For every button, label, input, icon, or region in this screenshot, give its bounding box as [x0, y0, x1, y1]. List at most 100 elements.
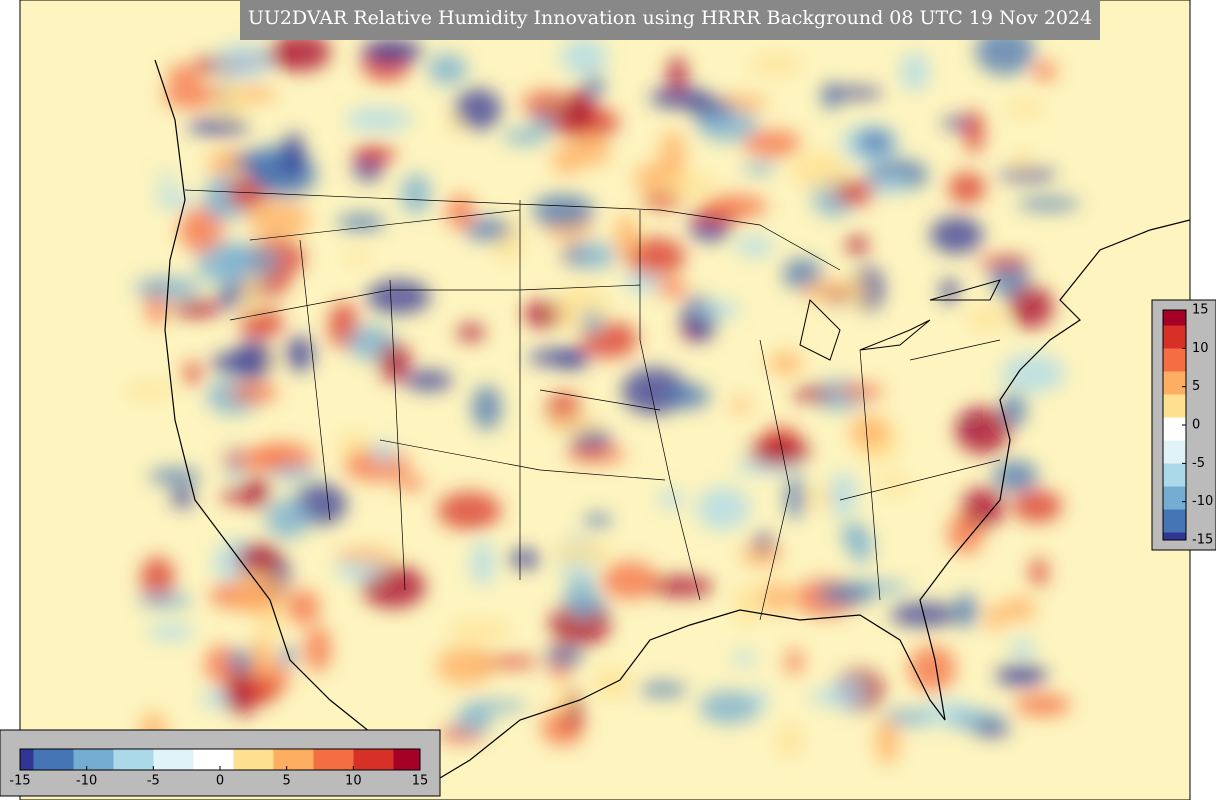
field-patch — [791, 151, 849, 191]
field-patch — [875, 717, 900, 765]
field-patch — [454, 88, 502, 130]
field-patch — [984, 604, 1006, 631]
field-patch — [554, 348, 590, 370]
tick-label: -10 — [1192, 494, 1213, 509]
field-patch — [465, 217, 512, 242]
field-patch — [998, 167, 1056, 181]
field-patch — [463, 700, 528, 713]
field-patch — [229, 382, 278, 404]
field-patch — [584, 513, 611, 529]
field-patch — [233, 339, 272, 380]
field-patch — [751, 55, 803, 75]
field-patch — [403, 370, 453, 391]
field-patch — [446, 194, 475, 230]
field-patch — [664, 172, 715, 198]
field-patch — [699, 690, 759, 725]
field-patch — [228, 649, 255, 674]
field-patch — [733, 584, 760, 625]
field-patch — [246, 679, 279, 704]
field-patch — [337, 213, 386, 232]
field-patch — [221, 450, 290, 468]
field-patch — [639, 682, 688, 697]
field-patch — [743, 129, 801, 158]
field-patch — [647, 576, 714, 597]
field-patch — [696, 486, 750, 531]
field-patch — [930, 216, 984, 254]
field-patch — [1009, 285, 1054, 329]
field-patch — [1009, 639, 1036, 658]
field-patch — [171, 299, 222, 318]
field-patch — [748, 439, 811, 466]
field-patch — [743, 161, 776, 175]
field-patch — [553, 539, 610, 567]
field-patch — [601, 561, 658, 600]
tick-label: 10 — [1192, 341, 1209, 356]
field-patch — [521, 89, 572, 116]
field-patch — [370, 441, 397, 464]
field-patch — [179, 206, 223, 253]
field-patch — [837, 383, 884, 400]
field-patch — [995, 664, 1047, 687]
field-patch — [785, 648, 803, 675]
field-patch — [216, 42, 272, 80]
field-patch — [336, 548, 396, 564]
title-box — [240, 0, 1100, 40]
tick-label: 5 — [283, 774, 291, 789]
field-patch — [785, 475, 806, 520]
field-patch — [286, 589, 321, 625]
field-patch — [667, 383, 711, 409]
tick-label: 0 — [216, 774, 224, 789]
field-patch — [658, 489, 684, 509]
field-patch — [563, 241, 617, 270]
field-patch — [140, 556, 175, 603]
field-patch — [834, 180, 875, 206]
tick-label: 5 — [1192, 379, 1200, 394]
tick-label: -5 — [1192, 456, 1205, 471]
field-patch — [656, 279, 688, 297]
field-patch — [147, 623, 195, 641]
field-patch — [353, 144, 397, 164]
field-patch — [454, 708, 493, 733]
field-patch — [1001, 353, 1065, 393]
field-patch — [768, 352, 803, 375]
field-patch — [279, 646, 297, 666]
field-patch — [1014, 693, 1071, 717]
field-patch — [241, 271, 261, 316]
colorbar-ticks: -15 -10 -5 0 5 10 15 — [9, 766, 428, 789]
field-patch — [545, 645, 584, 667]
field-patch — [948, 172, 986, 204]
field-patch — [1032, 61, 1057, 82]
field-patch — [731, 398, 751, 413]
field-patch — [993, 460, 1038, 493]
tick-label: -15 — [9, 774, 30, 789]
tick-label: -5 — [147, 774, 160, 789]
field-patch — [978, 256, 1031, 269]
field-patch — [248, 201, 310, 239]
field-patch — [801, 280, 859, 302]
field-patch — [232, 568, 287, 616]
field-patch — [900, 52, 930, 92]
field-patch — [166, 65, 202, 85]
field-patch — [265, 498, 311, 540]
field-patch — [214, 86, 250, 118]
field-patch — [955, 406, 1011, 455]
humidity-field — [126, 27, 1080, 765]
field-patch — [625, 237, 686, 277]
field-patch — [777, 723, 802, 758]
field-patch — [502, 128, 549, 145]
field-patch — [563, 576, 599, 617]
map-title: UU2DVAR Relative Humidity Innovation usi… — [248, 7, 1092, 29]
field-patch — [435, 646, 495, 686]
field-patch — [149, 468, 202, 485]
tick-label: 15 — [1192, 303, 1209, 318]
state-borders — [184, 189, 1001, 621]
coastline — [154, 59, 1190, 791]
tick-label: 15 — [412, 774, 429, 789]
field-patch — [650, 86, 710, 109]
field-patch — [344, 251, 370, 264]
field-patch — [269, 466, 318, 481]
field-patch — [566, 87, 595, 129]
field-patch — [817, 583, 875, 606]
field-patch — [940, 278, 959, 304]
